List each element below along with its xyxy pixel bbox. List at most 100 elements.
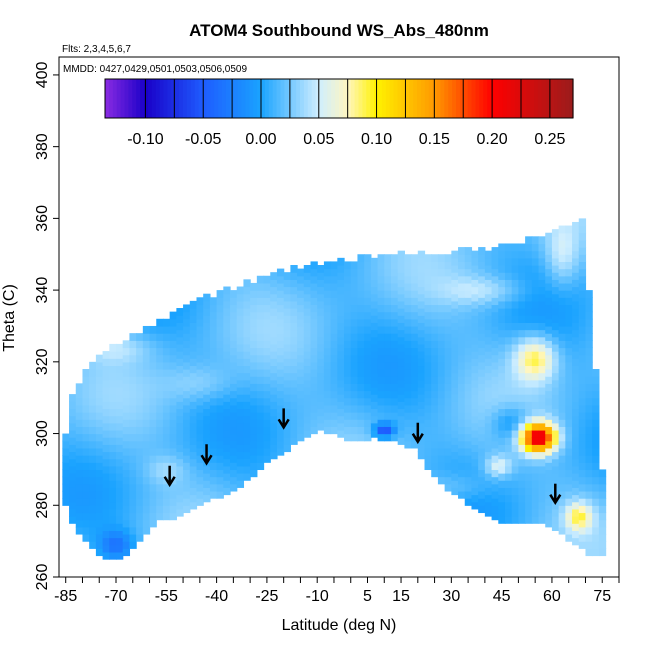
heat-cell <box>116 444 124 453</box>
heat-cell <box>183 426 191 435</box>
heat-cell <box>551 257 560 266</box>
colorbar-segment <box>467 79 473 118</box>
heat-cell <box>397 308 405 316</box>
heat-cell <box>538 465 546 474</box>
colorbar-segment <box>167 79 172 118</box>
heat-cell <box>216 290 224 298</box>
heat-cell <box>223 343 231 352</box>
heat-cell <box>484 408 493 417</box>
heat-cell <box>397 343 405 352</box>
heat-cell <box>565 433 573 442</box>
heat-cell <box>357 390 365 399</box>
heat-cell <box>337 308 345 316</box>
colorbar-segment <box>350 79 356 118</box>
heat-cell <box>62 433 70 442</box>
heat-cell <box>451 487 459 496</box>
heat-cell <box>337 365 345 374</box>
heat-cell <box>142 369 151 377</box>
heat-cell <box>82 412 90 420</box>
heat-cell <box>578 505 587 514</box>
heat-cell <box>558 490 566 499</box>
heat-cell <box>216 462 224 471</box>
heat-cell <box>458 275 466 284</box>
heat-cell <box>538 408 546 417</box>
heat-cell <box>464 447 473 456</box>
heat-cell <box>498 480 506 488</box>
heat-cell <box>545 318 553 327</box>
heat-cell <box>498 401 506 410</box>
heat-cell <box>196 397 204 406</box>
heat-cell <box>538 473 546 481</box>
heat-cell <box>95 361 104 370</box>
heat-cell <box>183 404 191 413</box>
heat-cell <box>196 369 204 377</box>
colorbar-segment <box>389 79 395 118</box>
heat-cell <box>518 243 526 252</box>
heat-cell <box>464 354 473 363</box>
heat-cell <box>89 541 97 549</box>
heat-cell <box>290 408 298 417</box>
heat-cell <box>538 308 546 316</box>
heat-cell <box>176 451 184 460</box>
heat-cell <box>116 530 124 539</box>
heat-cell <box>303 272 312 280</box>
heat-cell <box>203 300 211 309</box>
heat-cell <box>102 494 110 503</box>
heat-cell <box>230 412 238 420</box>
heat-cell <box>344 369 352 377</box>
heat-cell <box>558 469 566 478</box>
heat-cell <box>317 351 325 359</box>
heat-cell <box>176 358 184 367</box>
heat-cell <box>95 505 104 514</box>
heat-cell <box>317 372 325 381</box>
heat-cell <box>149 440 157 449</box>
heat-cell <box>350 376 359 384</box>
heat-cell <box>551 386 560 395</box>
heat-cell <box>196 412 204 420</box>
heat-cell <box>82 390 90 399</box>
heat-cell <box>250 433 258 442</box>
heat-cell <box>263 333 271 341</box>
y-tick-label: 400 <box>34 61 51 88</box>
heat-cell <box>75 397 84 406</box>
heat-cell <box>551 408 560 417</box>
heat-cell <box>82 376 90 384</box>
heat-cell <box>572 293 580 302</box>
heat-cell <box>498 279 506 288</box>
heat-cell <box>317 401 325 410</box>
heat-cell <box>585 512 593 521</box>
heat-cell <box>89 498 97 506</box>
heat-cell <box>484 293 493 302</box>
heat-cell <box>397 250 405 259</box>
heat-cell <box>504 494 513 503</box>
heat-cell <box>370 300 379 309</box>
heat-cell <box>350 318 359 327</box>
heat-cell <box>424 268 432 277</box>
heat-cell <box>525 243 533 252</box>
heat-cell <box>256 455 265 463</box>
heat-cell <box>136 369 144 377</box>
heat-cell <box>377 404 385 413</box>
heat-cell <box>256 404 265 413</box>
heat-cell <box>471 408 479 417</box>
heat-cell <box>136 440 144 449</box>
heat-cell <box>297 347 305 356</box>
heat-cell <box>417 444 426 453</box>
colorbar-segment <box>522 79 527 118</box>
colorbar-segment <box>268 79 274 118</box>
heat-cell <box>62 447 70 456</box>
heat-cell <box>551 372 560 381</box>
flights-note: Flts: 2,3,4,5,6,7 <box>62 44 131 55</box>
heat-cell <box>122 498 131 506</box>
colorbar-segment <box>545 79 551 118</box>
heat-cell <box>377 325 385 334</box>
heat-cell <box>69 422 77 431</box>
heat-cell <box>390 304 399 313</box>
heat-cell <box>250 376 258 384</box>
heat-cell <box>270 372 278 381</box>
colorbar-segment <box>502 79 508 118</box>
heat-cell <box>350 297 359 306</box>
heat-cell <box>136 354 144 363</box>
heat-cell <box>471 415 479 424</box>
heat-cell <box>491 297 499 306</box>
